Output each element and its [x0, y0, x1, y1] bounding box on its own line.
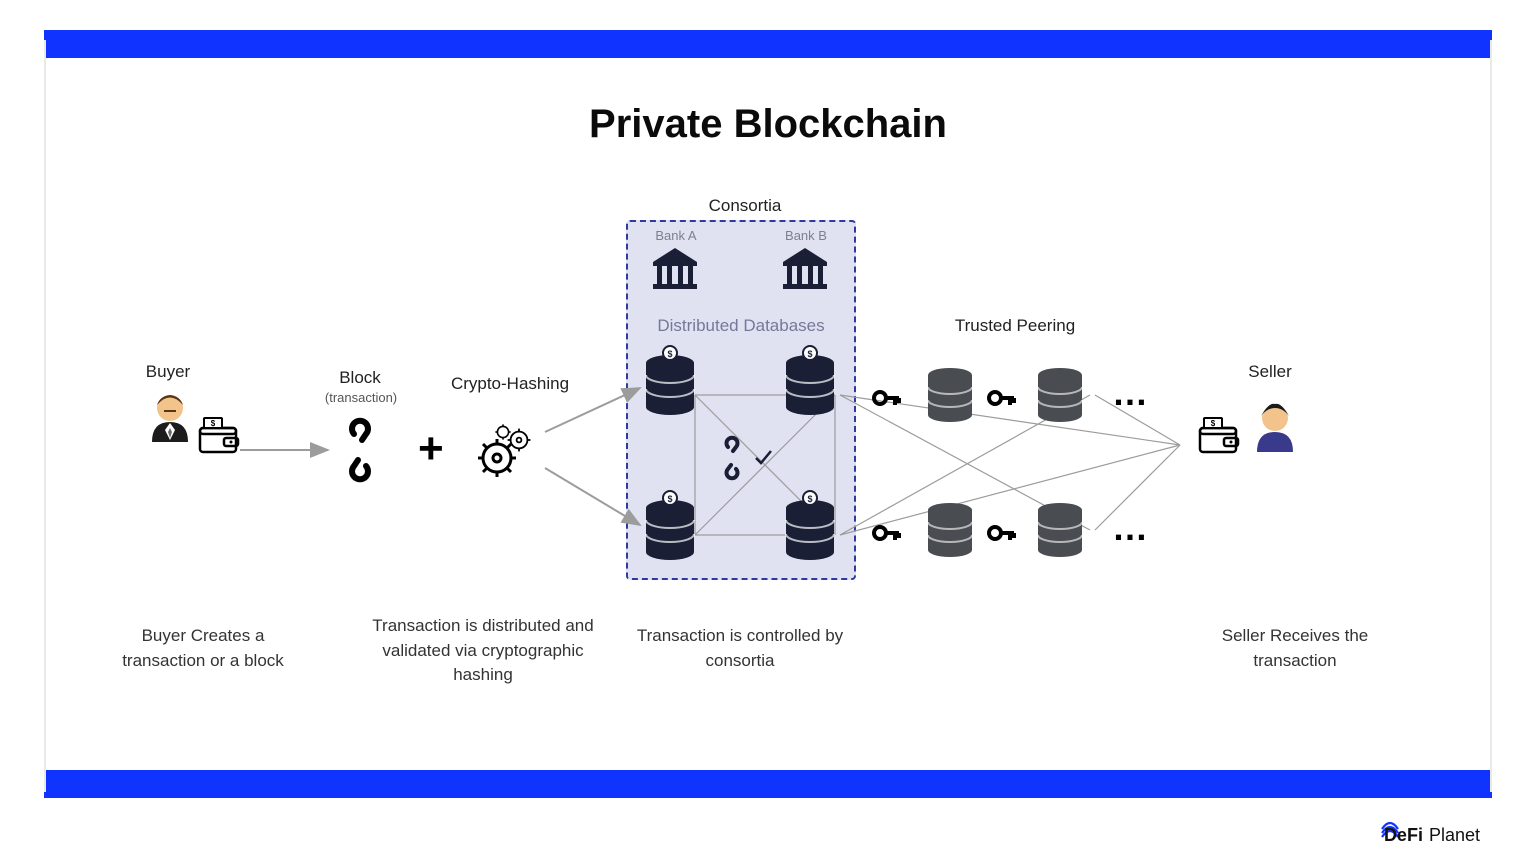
ellipsis-1: …	[1112, 372, 1150, 414]
caption-3: Transaction is controlled by consortia	[630, 624, 850, 673]
brand-name-2: Planet	[1429, 825, 1480, 846]
wallet-buyer-icon	[200, 418, 238, 452]
caption-2: Transaction is distributed and validated…	[368, 614, 598, 688]
trusted-db-2-icon	[1038, 368, 1082, 422]
key-4-icon	[989, 527, 1014, 540]
seller-label: Seller	[1240, 362, 1300, 382]
ellipsis-2: …	[1112, 507, 1150, 549]
buyer-label: Buyer	[138, 362, 198, 382]
brand-logo: DeFi Planet	[1358, 825, 1480, 846]
frame-left	[44, 40, 46, 792]
buyer-icon	[152, 395, 188, 442]
trusted-label: Trusted Peering	[935, 316, 1095, 336]
frame-bottom-bar	[44, 770, 1492, 798]
trusted-db-3-icon	[928, 503, 972, 557]
trusted-db-1-icon	[928, 368, 972, 422]
block-chain-icon	[352, 421, 368, 480]
frame-right	[1490, 40, 1492, 792]
gears-icon	[478, 424, 530, 477]
plus-symbol: +	[418, 424, 444, 474]
block-label: Block	[330, 368, 390, 388]
caption-4: Seller Receives the transaction	[1200, 624, 1390, 673]
crypto-label: Crypto-Hashing	[435, 374, 585, 394]
page-title: Private Blockchain	[0, 102, 1536, 147]
consortia-label: Consortia	[700, 196, 790, 216]
frame-top-bar	[44, 30, 1492, 58]
trusted-db-4-icon	[1038, 503, 1082, 557]
consortia-box	[626, 220, 856, 580]
seller-icon	[1257, 404, 1293, 452]
brand-name-1: DeFi	[1384, 825, 1423, 846]
key-1-icon	[874, 392, 899, 405]
caption-1: Buyer Creates a transaction or a block	[108, 624, 298, 673]
key-3-icon	[874, 527, 899, 540]
key-2-icon	[989, 392, 1014, 405]
wallet-seller-icon	[1200, 418, 1238, 452]
block-sublabel: (transaction)	[316, 390, 406, 405]
